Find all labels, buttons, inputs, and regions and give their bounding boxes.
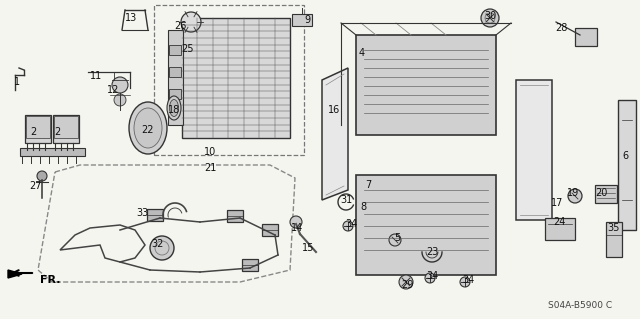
Text: 25: 25 (180, 44, 193, 54)
Ellipse shape (167, 96, 181, 120)
Bar (169, 45, 181, 55)
Circle shape (460, 277, 470, 287)
Bar (356, 35, 496, 135)
Circle shape (399, 275, 413, 289)
Ellipse shape (129, 102, 167, 154)
Bar (147, 209, 163, 221)
Ellipse shape (134, 108, 162, 148)
Circle shape (568, 189, 582, 203)
Text: 5: 5 (394, 233, 400, 243)
Text: 22: 22 (141, 125, 154, 135)
Bar (575, 28, 597, 46)
Bar (227, 210, 243, 222)
Text: 9: 9 (304, 15, 310, 25)
Text: 14: 14 (291, 223, 303, 233)
Bar (169, 67, 181, 77)
Bar (168, 30, 183, 125)
Bar (595, 185, 617, 203)
Text: 7: 7 (365, 180, 371, 190)
Polygon shape (322, 68, 348, 200)
Text: 11: 11 (90, 71, 102, 81)
Text: 17: 17 (551, 198, 563, 208)
Text: 35: 35 (608, 223, 620, 233)
Bar (20, 148, 85, 156)
Text: S04A-B5900 C: S04A-B5900 C (548, 300, 612, 309)
Bar (25, 115, 51, 143)
Circle shape (150, 236, 174, 260)
Circle shape (290, 216, 302, 228)
Bar (169, 89, 181, 99)
Text: 12: 12 (107, 85, 119, 95)
Circle shape (481, 9, 499, 27)
Text: 19: 19 (567, 188, 579, 198)
Text: 6: 6 (622, 151, 628, 161)
Text: 27: 27 (29, 181, 42, 191)
Ellipse shape (170, 100, 179, 116)
Text: 34: 34 (345, 219, 357, 229)
Circle shape (389, 234, 401, 246)
Circle shape (343, 221, 353, 231)
Bar (516, 80, 552, 220)
Polygon shape (8, 270, 22, 278)
Text: 26: 26 (174, 21, 186, 31)
Bar (242, 259, 258, 271)
Text: 20: 20 (595, 188, 607, 198)
Circle shape (181, 12, 201, 32)
Bar (154, 5, 304, 155)
Text: 28: 28 (555, 23, 567, 33)
Bar (545, 218, 575, 240)
Text: 16: 16 (328, 105, 340, 115)
Text: 1: 1 (14, 77, 20, 87)
Text: 2: 2 (54, 127, 60, 137)
Text: 8: 8 (360, 202, 366, 212)
Text: 32: 32 (152, 239, 164, 249)
Text: 23: 23 (426, 247, 438, 257)
Text: 13: 13 (125, 13, 137, 23)
Text: 15: 15 (302, 243, 314, 253)
Bar (262, 224, 278, 236)
Text: 29: 29 (401, 280, 413, 290)
Bar (182, 18, 290, 138)
Bar (618, 100, 636, 230)
Text: 4: 4 (359, 48, 365, 58)
Bar (292, 14, 312, 26)
Text: 31: 31 (340, 195, 352, 205)
Bar (54, 116, 78, 138)
Bar (356, 175, 496, 275)
Text: 21: 21 (204, 163, 216, 173)
Text: 18: 18 (168, 105, 180, 115)
Text: 34: 34 (462, 275, 474, 285)
Circle shape (425, 273, 435, 283)
Text: 34: 34 (426, 271, 438, 281)
Circle shape (112, 77, 128, 93)
Bar (606, 222, 622, 257)
Bar (26, 116, 50, 138)
Circle shape (114, 94, 126, 106)
Bar (53, 115, 79, 143)
Text: 24: 24 (553, 217, 565, 227)
Text: 2: 2 (30, 127, 36, 137)
Text: 30: 30 (484, 11, 496, 21)
Circle shape (37, 171, 47, 181)
Text: 10: 10 (204, 147, 216, 157)
Text: 33: 33 (136, 208, 148, 218)
Text: FR.: FR. (40, 275, 61, 285)
